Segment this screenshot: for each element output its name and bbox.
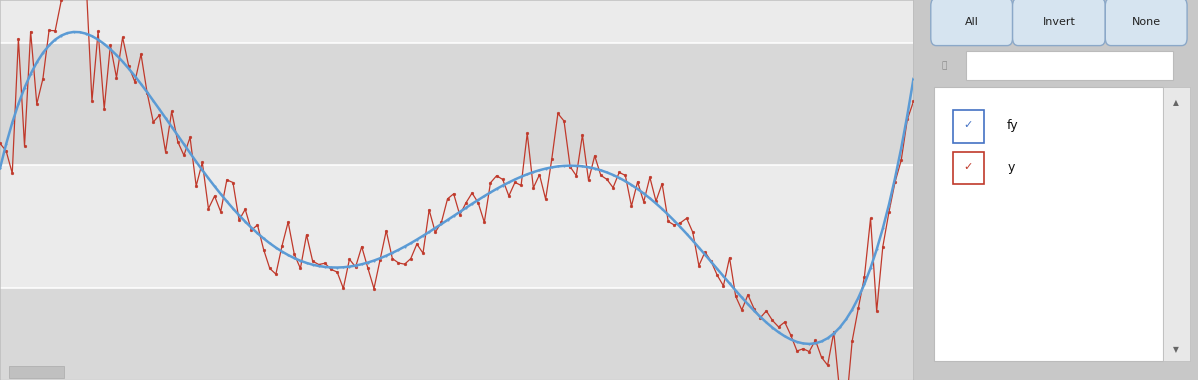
Text: Invert: Invert xyxy=(1042,17,1076,27)
FancyBboxPatch shape xyxy=(1012,0,1106,46)
Bar xyxy=(1162,87,1190,361)
FancyBboxPatch shape xyxy=(931,0,1012,46)
Text: ✓: ✓ xyxy=(963,162,973,172)
FancyBboxPatch shape xyxy=(1106,0,1187,46)
Text: fy: fy xyxy=(1008,119,1018,132)
Text: 🔍: 🔍 xyxy=(942,61,948,70)
Text: ✓: ✓ xyxy=(963,120,973,130)
Bar xyxy=(0,43,913,165)
Text: ▼: ▼ xyxy=(1173,345,1179,354)
Bar xyxy=(952,110,984,142)
Bar xyxy=(0,288,913,380)
Bar xyxy=(967,51,1174,80)
Bar xyxy=(933,87,1162,361)
Text: All: All xyxy=(964,17,979,27)
Bar xyxy=(0,0,913,43)
Text: None: None xyxy=(1132,17,1161,27)
Text: y: y xyxy=(1008,161,1015,174)
Bar xyxy=(0,165,913,288)
Bar xyxy=(952,152,984,184)
Text: ▲: ▲ xyxy=(1173,98,1179,107)
Bar xyxy=(10,366,63,378)
